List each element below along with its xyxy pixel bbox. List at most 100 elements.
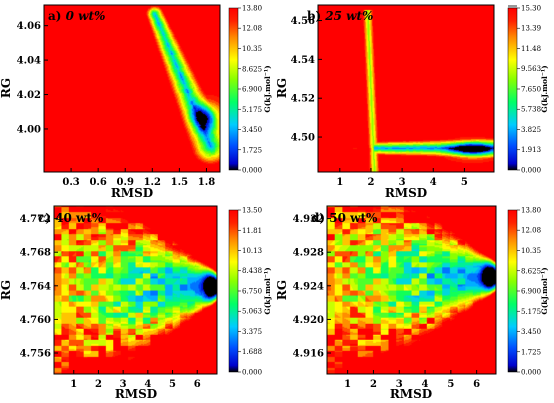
colorbar-a [228,7,239,171]
colorbar-tick-label: 1.688 [242,348,262,356]
colorbar-tick-label: 0.000 [521,369,541,377]
x-axis-label-a: RMSD [111,186,153,200]
colorbar-tick-label: 1.913 [521,146,541,154]
colorbar-label-a: G(kJ.mol⁻¹) [263,65,272,112]
y-ticks-c: 4.756 4.760 4.764 4.768 4.772 [20,214,58,360]
x-tick-label: 1 [336,177,343,188]
x-ticks-a: 0.3 0.6 0.9 1.2 1.5 1.8 [62,168,215,188]
y-tick-label: 4.06 [17,21,41,32]
x-ticks-c: 1 2 3 4 5 6 [70,370,201,390]
y-ticks-d: 4.916 4.920 4.924 4.928 4.932 [293,214,331,360]
y-tick-label: 4.00 [17,124,41,135]
y-ticks-a: 4.00 4.02 4.04 4.06 [17,21,48,135]
x-tick-label: 3 [396,379,403,390]
colorbar-tick-label: 1.725 [242,146,262,154]
y-axis-label-b: RG [275,78,289,98]
panel-label-d: d) 50 wt% [311,211,378,225]
colorbar-c [228,209,239,373]
colorbar-tick-label: 3.825 [521,126,541,134]
y-axis-label-a: RG [0,78,13,98]
panel-d: 1 2 3 4 5 6 4.916 4.920 4.924 4.928 4.932 d) 50 w… [275,205,549,401]
y-tick-label: 4.54 [291,55,315,66]
colorbar-tick-label: 6.750 [242,288,262,296]
heatmap-c [54,206,217,374]
colorbar-ticks-d: 0.000 1.725 3.450 5.175 6.900 8.625 10.35 12.08… [517,207,541,377]
x-tick-label: 1.8 [198,177,215,188]
y-tick-label: 4.764 [20,281,51,292]
x-tick-label: 5 [169,379,176,390]
colorbar-tick-label: 13.50 [242,207,262,215]
x-tick-label: 4 [422,379,429,390]
x-tick-label: 5 [461,177,468,188]
colorbar-label-d: G(kJ.mol⁻¹) [540,267,549,314]
y-tick-label: 4.52 [291,94,315,105]
y-tick-label: 4.56 [291,16,315,27]
colorbar-tick-label: 3.375 [242,328,262,336]
colorbar-tick-label: 3.450 [242,126,262,134]
y-axis-label-d: RG [275,280,289,300]
x-axis-label-d: RMSD [390,387,432,401]
x-tick-label: 1 [344,379,351,390]
colorbar-tick-label: 5.063 [242,308,262,316]
y-tick-label: 4.50 [291,133,315,144]
panel-c: 1 2 3 4 5 6 4.756 4.760 4.764 4.768 4.772 c) 40 w… [0,205,272,401]
heatmap-b [318,5,494,172]
x-tick-label: 0.9 [117,177,134,188]
colorbar-tick-label: 8.625 [242,65,262,73]
colorbar-label-b: G(kJ.mol⁻¹) [540,65,549,112]
panel-a: 0.3 0.6 0.9 1.2 1.5 1.8 4.00 4.02 4.04 4.06 a) 0… [0,4,272,200]
colorbar-tick-label: 8.438 [242,267,262,275]
y-tick-label: 4.760 [20,315,51,326]
colorbar-tick-label: 12.08 [242,25,262,33]
panel-label-b: b) 25 wt% [307,9,373,23]
colorbar-ticks-c: 0.000 1.688 3.375 5.063 6.750 8.438 10.13 11.81… [238,207,262,377]
colorbar-tick-label: 5.175 [521,308,541,316]
colorbar-d [507,209,518,373]
panel-label-c: c) 40 wt% [38,211,104,225]
y-tick-label: 4.924 [293,281,324,292]
x-axis-label-b: RMSD [385,186,427,200]
x-tick-label: 1.2 [144,177,161,188]
y-tick-label: 4.02 [17,90,41,101]
x-tick-label: 1.5 [171,177,188,188]
x-tick-label: 3 [120,379,127,390]
colorbar-tick-label: 8.625 [521,267,541,275]
colorbar-tick-label: 0.000 [521,167,541,175]
colorbar-tick-label: 10.13 [242,247,262,255]
y-tick-label: 4.932 [293,214,324,225]
y-tick-label: 4.928 [293,248,324,259]
colorbar-tick-label: 13.39 [521,25,541,33]
x-axis-label-c: RMSD [115,387,157,401]
heatmap-a [44,5,220,172]
y-axis-label-c: RG [0,280,13,300]
colorbar-tick-label: 0.000 [242,369,262,377]
x-tick-label: 6 [194,379,201,390]
colorbar-tick-label: 11.81 [242,227,262,235]
x-tick-label: 2 [95,379,102,390]
y-tick-label: 4.756 [20,349,51,360]
colorbar-tick-label: 0.000 [242,167,262,175]
x-tick-label: 6 [473,379,480,390]
x-tick-label: 4 [144,379,151,390]
y-tick-label: 4.772 [20,214,51,225]
colorbar-tick-label: 13.80 [521,207,541,215]
y-tick-label: 4.916 [293,349,324,360]
y-tick-label: 4.768 [20,248,51,259]
x-tick-label: 2 [367,177,374,188]
colorbar-ticks-a: 0.000 1.725 3.450 5.175 6.900 8.625 10.35 12.08… [238,5,262,175]
x-tick-label: 3 [399,177,406,188]
y-tick-label: 4.920 [293,315,324,326]
heatmap-d [327,206,496,374]
colorbar-tick-label: 7.650 [521,86,541,94]
colorbar-b [507,7,518,171]
colorbar-tick-label: 13.80 [242,5,262,13]
panel-b: 1 2 3 4 5 4.50 4.52 4.54 4.56 b) 25 wt% RMSD RG… [275,4,549,200]
colorbar-ticks-b: 0.000 1.913 3.825 5.738 7.650 9.563 11.48 13.39… [517,5,541,175]
colorbar-tick-label: 3.450 [521,328,541,336]
y-tick-label: 4.04 [17,56,41,67]
x-tick-label: 1 [70,379,77,390]
colorbar-tick-label: 9.563 [521,65,541,73]
colorbar-tick-label: 6.900 [521,288,541,296]
colorbar-tick-label: 5.175 [242,106,262,114]
